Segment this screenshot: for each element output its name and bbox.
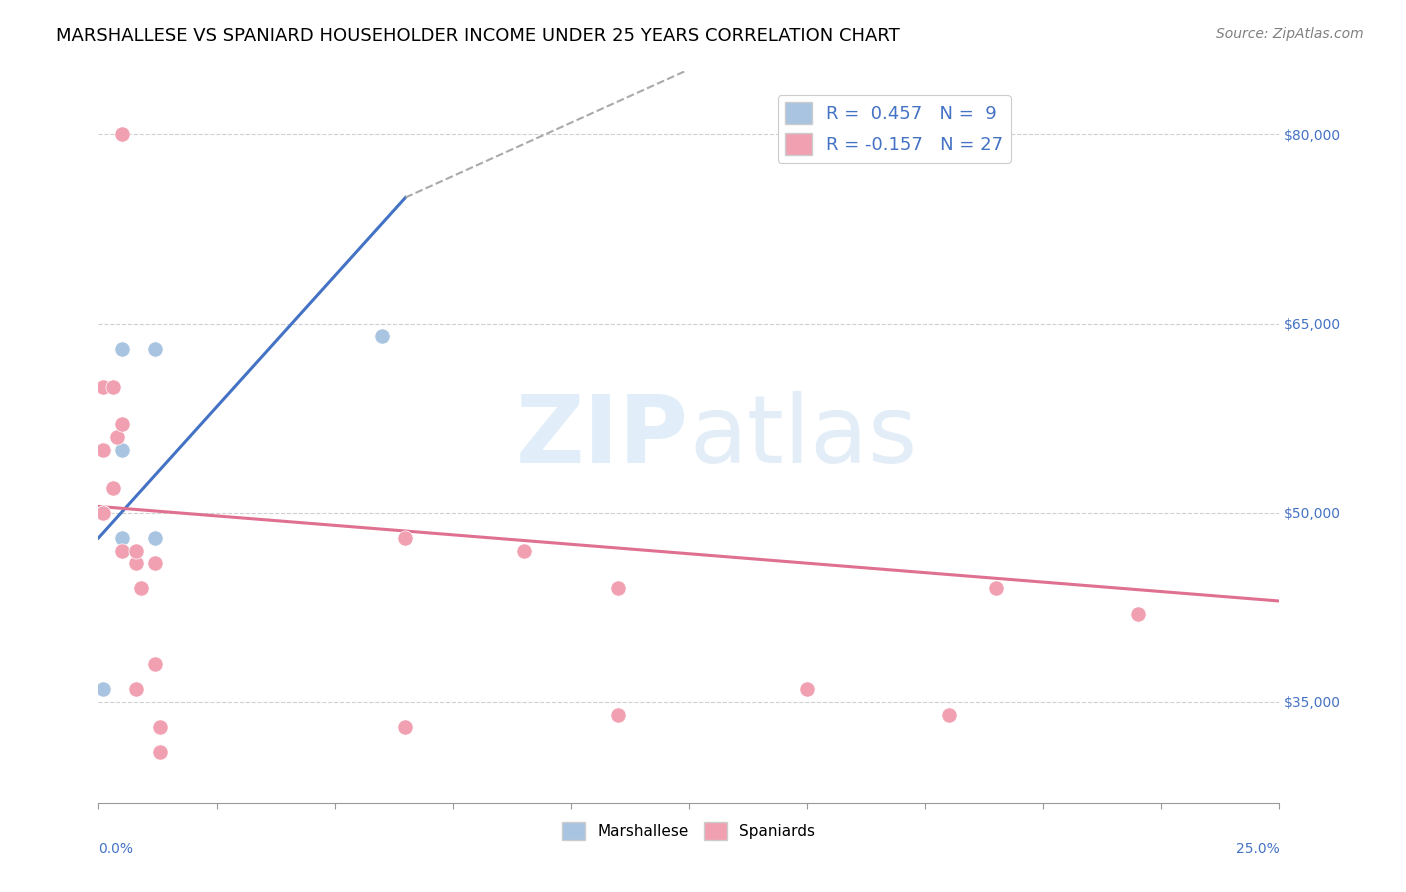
- Point: [796, 682, 818, 697]
- Legend: Marshallese, Spaniards: Marshallese, Spaniards: [557, 815, 821, 847]
- Point: [512, 543, 534, 558]
- Point: [125, 682, 148, 697]
- Point: [101, 481, 124, 495]
- Point: [1126, 607, 1149, 621]
- Point: [111, 128, 134, 142]
- Point: [91, 379, 114, 393]
- Point: [607, 582, 630, 596]
- Point: [91, 682, 114, 697]
- Point: [938, 707, 960, 722]
- Text: 0.0%: 0.0%: [98, 842, 134, 855]
- Point: [111, 442, 134, 457]
- Point: [129, 582, 152, 596]
- Point: [125, 556, 148, 570]
- Text: ZIP: ZIP: [516, 391, 689, 483]
- Point: [149, 745, 172, 759]
- Text: Source: ZipAtlas.com: Source: ZipAtlas.com: [1216, 27, 1364, 41]
- Point: [394, 720, 416, 734]
- Point: [149, 720, 172, 734]
- Point: [125, 543, 148, 558]
- Point: [91, 506, 114, 520]
- Point: [111, 417, 134, 432]
- Point: [101, 379, 124, 393]
- Point: [91, 442, 114, 457]
- Point: [111, 543, 134, 558]
- Point: [105, 430, 128, 444]
- Point: [91, 506, 114, 520]
- Point: [143, 657, 166, 671]
- Text: 25.0%: 25.0%: [1236, 842, 1279, 855]
- Point: [394, 531, 416, 545]
- Point: [984, 582, 1007, 596]
- Point: [129, 582, 152, 596]
- Point: [143, 342, 166, 356]
- Text: atlas: atlas: [689, 391, 917, 483]
- Text: MARSHALLESE VS SPANIARD HOUSEHOLDER INCOME UNDER 25 YEARS CORRELATION CHART: MARSHALLESE VS SPANIARD HOUSEHOLDER INCO…: [56, 27, 900, 45]
- Point: [607, 707, 630, 722]
- Point: [371, 329, 394, 343]
- Point: [143, 531, 166, 545]
- Point: [143, 556, 166, 570]
- Point: [91, 442, 114, 457]
- Point: [111, 342, 134, 356]
- Point: [111, 531, 134, 545]
